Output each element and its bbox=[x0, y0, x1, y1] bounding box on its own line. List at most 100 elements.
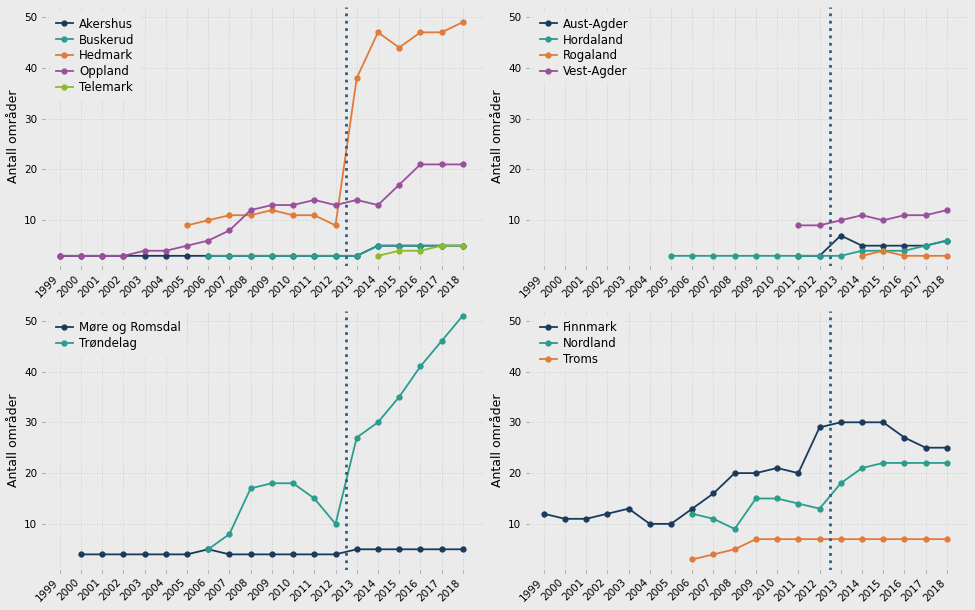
Oppland bbox=[457, 161, 469, 168]
Møre og Romsdal bbox=[138, 551, 150, 558]
Møre og Romsdal bbox=[308, 551, 320, 558]
Troms bbox=[878, 536, 889, 543]
Hordaland bbox=[686, 252, 698, 259]
Troms bbox=[941, 536, 953, 543]
Line: Finnmark: Finnmark bbox=[541, 420, 950, 526]
Aust-Agder bbox=[941, 237, 953, 244]
Akershus bbox=[351, 252, 363, 259]
Møre og Romsdal bbox=[118, 551, 130, 558]
Oppland bbox=[245, 206, 256, 213]
Nordland bbox=[750, 495, 761, 502]
Hordaland bbox=[878, 247, 889, 254]
Trøndelag bbox=[308, 495, 320, 502]
Hordaland bbox=[750, 252, 761, 259]
Troms bbox=[750, 536, 761, 543]
Hedmark bbox=[203, 217, 214, 224]
Aust-Agder bbox=[856, 242, 868, 249]
Hedmark bbox=[351, 74, 363, 82]
Line: Hordaland: Hordaland bbox=[669, 238, 950, 258]
Vest-Agder bbox=[941, 206, 953, 213]
Akershus bbox=[436, 242, 448, 249]
Møre og Romsdal bbox=[223, 551, 235, 558]
Hedmark bbox=[457, 18, 469, 26]
Line: Akershus: Akershus bbox=[58, 243, 465, 258]
Troms bbox=[708, 551, 720, 558]
Buskerud bbox=[308, 252, 320, 259]
Finnmark bbox=[919, 444, 931, 451]
Finnmark bbox=[538, 510, 550, 517]
Y-axis label: Antall områder: Antall områder bbox=[491, 393, 504, 487]
Akershus bbox=[118, 252, 130, 259]
Legend: Aust-Agder, Hordaland, Rogaland, Vest-Agder: Aust-Agder, Hordaland, Rogaland, Vest-Ag… bbox=[535, 13, 634, 83]
Nordland bbox=[919, 459, 931, 467]
Buskerud bbox=[393, 242, 405, 249]
Oppland bbox=[436, 161, 448, 168]
Trøndelag bbox=[372, 418, 384, 426]
Telemark bbox=[436, 242, 448, 249]
Hedmark bbox=[245, 212, 256, 219]
Møre og Romsdal bbox=[414, 545, 426, 553]
Hedmark bbox=[393, 44, 405, 51]
Trøndelag bbox=[223, 530, 235, 537]
Y-axis label: Antall områder: Antall områder bbox=[7, 90, 20, 183]
Hordaland bbox=[814, 252, 826, 259]
Nordland bbox=[686, 510, 698, 517]
Finnmark bbox=[899, 434, 911, 441]
Hedmark bbox=[414, 29, 426, 36]
Akershus bbox=[393, 242, 405, 249]
Vest-Agder bbox=[856, 212, 868, 219]
Troms bbox=[771, 536, 783, 543]
Akershus bbox=[414, 242, 426, 249]
Line: Nordland: Nordland bbox=[690, 461, 950, 531]
Oppland bbox=[75, 252, 87, 259]
Hedmark bbox=[436, 29, 448, 36]
Finnmark bbox=[941, 444, 953, 451]
Telemark bbox=[457, 242, 469, 249]
Finnmark bbox=[644, 520, 655, 528]
Aust-Agder bbox=[814, 252, 826, 259]
Møre og Romsdal bbox=[436, 545, 448, 553]
Troms bbox=[814, 536, 826, 543]
Møre og Romsdal bbox=[330, 551, 341, 558]
Hordaland bbox=[941, 237, 953, 244]
Vest-Agder bbox=[835, 217, 846, 224]
Vest-Agder bbox=[878, 217, 889, 224]
Oppland bbox=[138, 247, 150, 254]
Telemark bbox=[414, 247, 426, 254]
Møre og Romsdal bbox=[372, 545, 384, 553]
Trøndelag bbox=[457, 312, 469, 319]
Nordland bbox=[899, 459, 911, 467]
Trøndelag bbox=[203, 545, 214, 553]
Trøndelag bbox=[393, 393, 405, 401]
Buskerud bbox=[457, 242, 469, 249]
Nordland bbox=[771, 495, 783, 502]
Finnmark bbox=[602, 510, 613, 517]
Buskerud bbox=[288, 252, 299, 259]
Aust-Agder bbox=[919, 242, 931, 249]
Møre og Romsdal bbox=[288, 551, 299, 558]
Oppland bbox=[266, 201, 278, 209]
Nordland bbox=[793, 500, 804, 508]
Møre og Romsdal bbox=[457, 545, 469, 553]
Rogaland bbox=[899, 252, 911, 259]
Oppland bbox=[393, 181, 405, 188]
Nordland bbox=[814, 505, 826, 512]
Finnmark bbox=[559, 515, 570, 523]
Nordland bbox=[856, 464, 868, 472]
Troms bbox=[919, 536, 931, 543]
Hordaland bbox=[793, 252, 804, 259]
Finnmark bbox=[729, 470, 741, 477]
Akershus bbox=[288, 252, 299, 259]
Akershus bbox=[372, 242, 384, 249]
Hedmark bbox=[266, 206, 278, 213]
Møre og Romsdal bbox=[203, 545, 214, 553]
Vest-Agder bbox=[919, 212, 931, 219]
Møre og Romsdal bbox=[245, 551, 256, 558]
Hedmark bbox=[372, 29, 384, 36]
Line: Oppland: Oppland bbox=[58, 162, 465, 258]
Aust-Agder bbox=[793, 252, 804, 259]
Akershus bbox=[138, 252, 150, 259]
Nordland bbox=[835, 479, 846, 487]
Oppland bbox=[414, 161, 426, 168]
Troms bbox=[899, 536, 911, 543]
